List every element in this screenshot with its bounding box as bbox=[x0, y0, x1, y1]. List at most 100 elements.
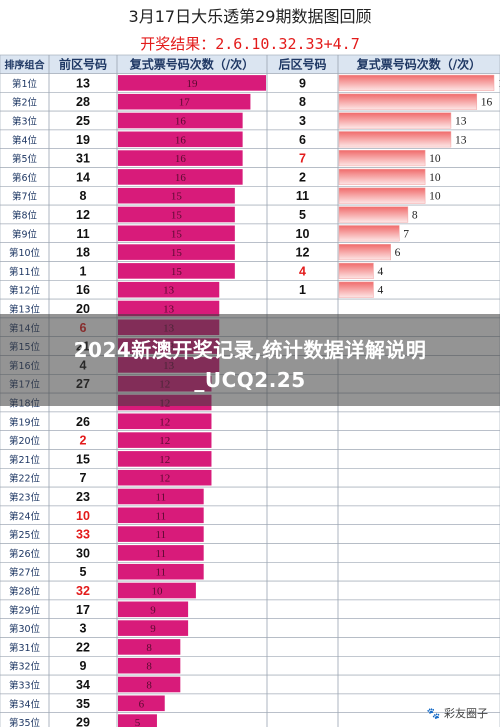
back-count-label: 13 bbox=[455, 116, 467, 128]
front-number: 11 bbox=[76, 227, 89, 241]
front-count-label: 8 bbox=[146, 642, 152, 654]
front-count-bar bbox=[118, 676, 181, 693]
front-number: 13 bbox=[76, 76, 90, 90]
front-count-bar bbox=[118, 582, 196, 599]
table-row bbox=[0, 693, 500, 714]
rank-label: 第8位 bbox=[12, 210, 38, 222]
front-number: 3 bbox=[80, 622, 87, 636]
front-count-bar bbox=[118, 601, 189, 618]
rank-label: 第12位 bbox=[9, 285, 41, 297]
front-count-bar bbox=[118, 469, 212, 486]
front-count-label: 12 bbox=[159, 416, 170, 428]
back-count-bar bbox=[338, 262, 374, 279]
table-row bbox=[0, 204, 500, 225]
front-count-bar bbox=[118, 657, 181, 674]
rank-label: 第34位 bbox=[9, 698, 41, 710]
rank-label: 第25位 bbox=[9, 529, 41, 541]
rank-label: 第13位 bbox=[9, 304, 41, 316]
table-row bbox=[0, 543, 500, 563]
back-count-label: 10 bbox=[429, 172, 441, 184]
back-number: 9 bbox=[299, 76, 306, 90]
rank-label: 第30位 bbox=[9, 623, 41, 635]
front-count-bar bbox=[118, 225, 235, 242]
rank-label: 第33位 bbox=[9, 680, 41, 692]
back-count-label: 4 bbox=[377, 285, 383, 297]
rank-label: 第11位 bbox=[9, 266, 41, 278]
header-cell: 复式票号码次数（/次） bbox=[356, 57, 481, 72]
rank-label: 第9位 bbox=[12, 228, 38, 240]
front-number: 2 bbox=[80, 434, 87, 448]
back-count-label: 10 bbox=[429, 153, 441, 165]
back-count-bar bbox=[338, 244, 391, 261]
draw-result: 开奖结果：2.6.10.32.33+4.7 bbox=[140, 35, 360, 53]
header-cell: 复式票号码次数（/次） bbox=[129, 57, 254, 72]
rank-label: 第3位 bbox=[12, 116, 38, 128]
front-count-label: 15 bbox=[171, 247, 183, 259]
front-count-bar bbox=[118, 507, 204, 524]
table-row bbox=[0, 486, 500, 507]
table-row bbox=[0, 561, 500, 582]
front-count-label: 17 bbox=[179, 97, 191, 109]
table-row bbox=[0, 674, 500, 695]
front-count-label: 9 bbox=[150, 604, 156, 616]
front-number: 31 bbox=[76, 152, 90, 166]
front-number: 26 bbox=[76, 415, 90, 429]
front-count-bar bbox=[118, 150, 243, 166]
front-count-bar bbox=[118, 432, 212, 448]
back-count-bar bbox=[338, 187, 426, 204]
front-number: 15 bbox=[76, 452, 90, 466]
front-count-bar bbox=[118, 563, 204, 580]
table-row bbox=[0, 599, 500, 620]
back-count-label: 18 bbox=[498, 78, 500, 90]
table-row bbox=[0, 505, 500, 525]
front-number: 19 bbox=[76, 133, 90, 147]
table-row bbox=[0, 223, 500, 243]
front-count-label: 16 bbox=[175, 134, 187, 146]
front-count-bar bbox=[118, 639, 181, 655]
front-count-label: 8 bbox=[146, 661, 152, 673]
rank-label: 第7位 bbox=[12, 191, 38, 203]
table-row bbox=[0, 279, 500, 300]
front-number: 22 bbox=[76, 640, 90, 654]
back-count-label: 6 bbox=[395, 247, 401, 259]
front-number: 14 bbox=[76, 170, 90, 184]
rank-label: 第28位 bbox=[9, 586, 41, 598]
back-count-label: 16 bbox=[481, 97, 493, 109]
back-count-bar bbox=[338, 281, 374, 298]
header-cell: 排序组合 bbox=[5, 59, 46, 72]
front-count-bar bbox=[118, 263, 235, 279]
front-count-label: 8 bbox=[146, 680, 152, 692]
front-count-bar bbox=[118, 695, 165, 712]
table-row bbox=[0, 261, 500, 281]
front-number: 25 bbox=[76, 114, 90, 128]
front-count-label: 16 bbox=[175, 116, 187, 128]
rank-label: 第22位 bbox=[9, 473, 41, 485]
table-row bbox=[0, 449, 500, 469]
front-count-label: 13 bbox=[163, 285, 175, 297]
front-count-label: 12 bbox=[159, 454, 170, 466]
front-count-label: 6 bbox=[139, 698, 145, 710]
caption-overlay bbox=[0, 314, 500, 406]
rank-label: 第31位 bbox=[9, 642, 41, 654]
front-number: 7 bbox=[80, 471, 87, 485]
front-number: 29 bbox=[76, 716, 90, 727]
table-row bbox=[0, 524, 500, 544]
front-count-label: 13 bbox=[163, 304, 175, 316]
front-number: 16 bbox=[76, 283, 90, 297]
front-number: 20 bbox=[76, 302, 90, 316]
rank-label: 第20位 bbox=[9, 435, 41, 447]
front-number: 23 bbox=[76, 490, 90, 504]
table-row bbox=[0, 655, 500, 676]
front-number: 18 bbox=[76, 246, 90, 260]
back-count-label: 4 bbox=[377, 266, 383, 278]
back-count-bar bbox=[338, 112, 452, 129]
front-count-bar bbox=[118, 206, 235, 223]
table-row bbox=[0, 242, 500, 262]
front-count-label: 15 bbox=[171, 266, 183, 278]
front-count-bar bbox=[118, 620, 189, 636]
rank-label: 第10位 bbox=[9, 247, 41, 259]
front-number: 32 bbox=[76, 584, 90, 598]
rank-label: 第29位 bbox=[9, 604, 41, 616]
front-count-bar bbox=[118, 714, 157, 727]
